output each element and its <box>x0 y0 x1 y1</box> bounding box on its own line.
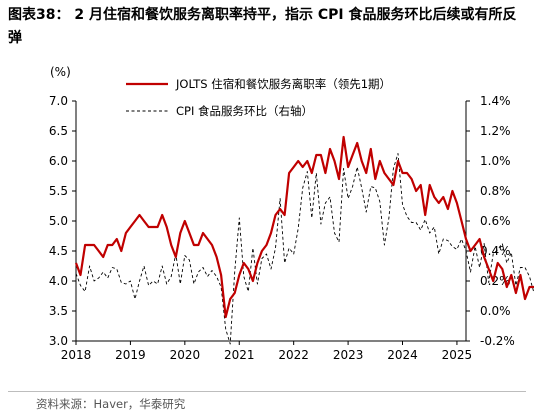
left-tick-label: 4.5 <box>49 244 68 258</box>
chart-title: 图表38： 2 月住宿和餐饮服务离职率持平，指示 CPI 食品服务环比后续或有所… <box>8 7 517 46</box>
x-tick-label: 2020 <box>170 348 201 362</box>
left-tick-label: 3.5 <box>49 304 68 318</box>
left-axis-unit: (%) <box>50 65 71 79</box>
right-tick-label: 0.8% <box>480 184 511 198</box>
footer-divider <box>8 391 526 392</box>
x-tick-label: 2018 <box>61 348 92 362</box>
series-line-jolts <box>74 135 534 319</box>
right-tick-label: 1.0% <box>480 154 511 168</box>
left-tick-label: 7.0 <box>49 94 68 108</box>
legend-label-jolts: JOLTS 住宿和餐饮服务离职率（领先1期） <box>175 77 391 91</box>
x-tick-label: 2024 <box>387 348 418 362</box>
right-tick-label: 0.4% <box>480 244 511 258</box>
x-tick-label: 2025 <box>442 348 473 362</box>
right-tick-label: 1.2% <box>480 124 511 138</box>
right-tick-label: -0.2% <box>480 334 515 348</box>
left-tick-label: 5.5 <box>49 184 68 198</box>
legend: JOLTS 住宿和餐饮服务离职率（领先1期） CPI 食品服务环比（右轴） <box>126 77 391 118</box>
left-tick-label: 5.0 <box>49 214 68 228</box>
right-tick-label: 0.0% <box>480 304 511 318</box>
x-axis-ticks: 2018 2019 2020 2021 2022 2023 2024 2025 <box>61 341 472 362</box>
right-tick-label: 0.6% <box>480 214 511 228</box>
left-tick-label: 4.0 <box>49 274 68 288</box>
right-axis-ticks: -0.2% 0.0% 0.2% 0.4% 0.6% 0.8% 1.0% 1.2% 1.4% <box>466 94 515 348</box>
series-lines <box>74 135 534 345</box>
left-tick-label: 6.5 <box>49 124 68 138</box>
right-tick-label: 0.2% <box>480 274 511 288</box>
right-tick-label: 1.4% <box>480 94 511 108</box>
left-axis-ticks: 3.0 3.5 4.0 4.5 5.0 5.5 6.0 6.5 7.0 <box>49 94 76 348</box>
line-chart: (%) 3.0 3.5 4.0 4.5 5.0 5.5 6.0 6.5 7.0 -0.2% 0.0… <box>49 65 534 362</box>
left-tick-label: 6.0 <box>49 154 68 168</box>
series-line-cpi <box>75 153 534 345</box>
x-tick-label: 2021 <box>224 348 255 362</box>
legend-label-cpi: CPI 食品服务环比（右轴） <box>176 104 313 118</box>
left-tick-label: 3.0 <box>49 334 68 348</box>
source-note: 资料来源：Haver，华泰研究 <box>36 397 186 411</box>
x-tick-label: 2019 <box>115 348 146 362</box>
x-tick-label: 2023 <box>333 348 364 362</box>
x-tick-label: 2022 <box>278 348 309 362</box>
